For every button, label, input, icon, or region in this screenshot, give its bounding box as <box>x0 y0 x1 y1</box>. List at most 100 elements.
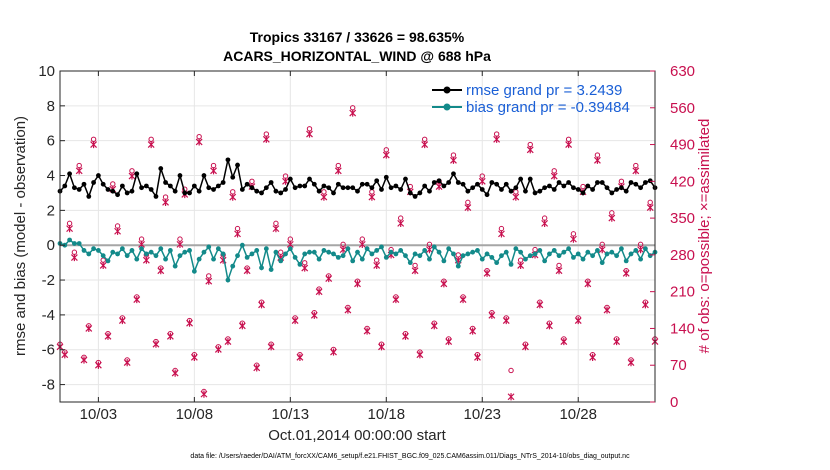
bias-point <box>119 246 125 252</box>
rmse-point <box>115 192 120 198</box>
rmse-point <box>383 174 389 180</box>
bias-point <box>278 258 284 264</box>
bias-point <box>585 249 591 255</box>
obs-assimilated-point <box>574 316 582 325</box>
x-axis-ticks: 10/03 10/08 10/13 10/18 10/23 10/28 <box>80 71 597 423</box>
obs-assimilated-point <box>622 269 630 277</box>
rmse-point <box>110 188 116 194</box>
obs-assimilated-point <box>238 322 246 330</box>
rmse-point <box>326 185 332 191</box>
rmse-point <box>139 185 144 191</box>
rmse-point <box>475 181 480 187</box>
obs-assimilated-point <box>546 322 553 330</box>
x-tick-label: 10/28 <box>559 406 597 423</box>
bias-point <box>230 263 236 269</box>
bias-point <box>537 248 543 253</box>
rmse-point <box>595 180 600 185</box>
bias-point <box>292 255 298 260</box>
y-right-tick-label: 280 <box>670 247 695 264</box>
obs-assimilated-point <box>349 109 357 117</box>
rmse-point <box>647 178 653 184</box>
obs-assimilated-point <box>66 225 74 233</box>
bias-point <box>494 260 500 266</box>
obs-assimilated-point <box>459 295 467 304</box>
rmse-point <box>158 166 164 171</box>
rmse-point <box>575 187 581 192</box>
bias-point <box>86 251 92 257</box>
rmse-point <box>518 176 524 182</box>
rmse-point <box>542 185 548 191</box>
rmse-point <box>95 173 101 178</box>
rmse-point <box>403 176 408 182</box>
y-axis-right-label: # of obs: o=possible; ×=assimilated <box>696 119 713 354</box>
bias-point <box>638 256 644 262</box>
bias-point <box>470 249 476 255</box>
obs-assimilated-point <box>522 343 529 351</box>
rmse-point <box>211 187 216 192</box>
rmse-point <box>590 187 596 192</box>
rmse-point <box>479 187 485 192</box>
bias-point <box>95 248 101 253</box>
bias-point <box>628 251 634 257</box>
bias-point <box>201 249 207 255</box>
bias-point <box>263 246 269 252</box>
obs-assimilated-point <box>147 140 155 149</box>
obs-assimilated-point <box>325 274 333 283</box>
bias-point <box>129 248 135 253</box>
obs-assimilated-point <box>315 288 323 296</box>
obs-assimilated-point <box>272 225 280 233</box>
bias-point <box>143 251 149 257</box>
rmse-point <box>460 181 466 187</box>
rmse-point <box>292 185 298 191</box>
obs-assimilated-point <box>344 306 352 314</box>
rmse-point <box>177 173 183 178</box>
bias-point <box>465 251 471 257</box>
obs-assimilated-point <box>310 311 318 319</box>
y-right-tick-label: 560 <box>670 100 695 117</box>
obs-assimilated-point <box>464 204 472 212</box>
bias-point <box>153 253 159 259</box>
obs-assimilated-point <box>334 167 342 175</box>
obs-assimilated-point <box>61 351 69 359</box>
rmse-point <box>172 188 178 194</box>
bias-point <box>436 249 442 255</box>
obs-assimilated-point <box>253 364 261 372</box>
y-left-tick-label: 8 <box>47 98 55 115</box>
rmse-point <box>81 181 87 187</box>
obs-assimilated-point <box>195 138 203 146</box>
bias-point <box>427 256 432 262</box>
obs-assimilated-point <box>157 267 165 275</box>
y-left-tick-label: -6 <box>42 342 55 359</box>
bias-point <box>431 244 437 250</box>
rmse-point <box>580 190 586 196</box>
rmse-point <box>335 181 341 187</box>
bias-point <box>139 246 144 252</box>
bias-point <box>556 253 562 259</box>
bias-point <box>215 246 221 252</box>
rmse-point <box>316 188 322 194</box>
obs-assimilated-point <box>445 337 453 346</box>
rmse-point <box>187 190 192 196</box>
bias-point <box>407 260 413 266</box>
rmse-point <box>379 187 384 192</box>
rmse-point <box>76 187 82 192</box>
rmse-point <box>153 194 159 199</box>
bias-point <box>475 248 480 253</box>
bias-point <box>355 249 360 255</box>
rmse-point <box>513 185 519 191</box>
rmse-point <box>196 188 202 194</box>
obs-assimilated-point <box>469 327 477 335</box>
legend-bias-marker <box>443 103 451 111</box>
bias-point <box>561 249 567 255</box>
bias-point <box>220 251 226 257</box>
axes-box <box>59 70 656 403</box>
rmse-point <box>499 187 504 192</box>
bias-point <box>379 244 384 250</box>
rmse-point <box>451 171 456 177</box>
rmse-point <box>143 183 149 189</box>
obs-assimilated-point <box>392 295 400 304</box>
obs-assimilated-point <box>512 193 520 201</box>
obs-assimilated-point <box>118 316 126 325</box>
bias-point <box>76 241 82 246</box>
rmse-point <box>628 180 634 185</box>
